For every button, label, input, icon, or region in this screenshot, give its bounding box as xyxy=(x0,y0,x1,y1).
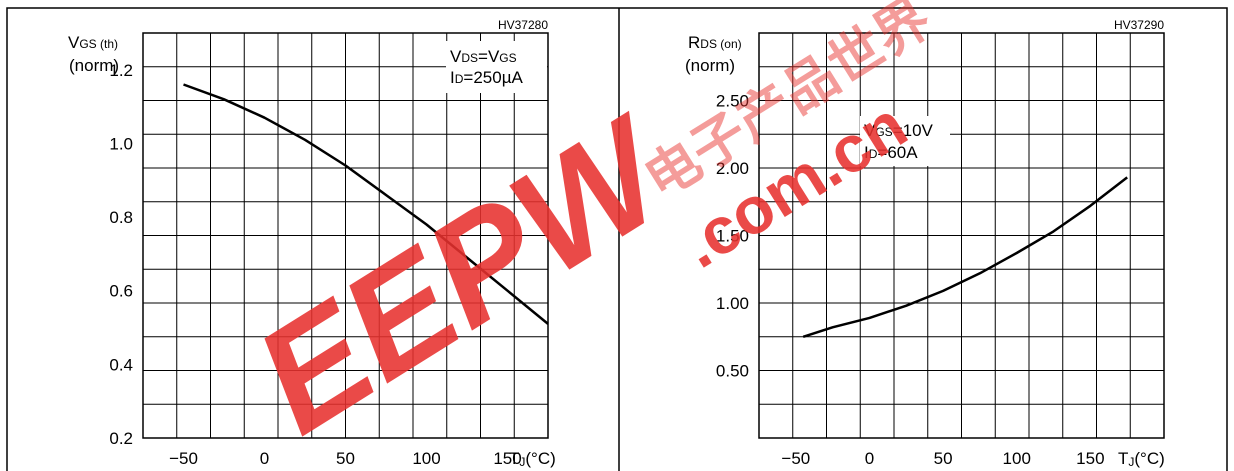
x-tick-label: −50 xyxy=(781,449,810,468)
x-label-unit: (°C) xyxy=(525,449,555,468)
y-label-main: R xyxy=(688,33,700,52)
y-tick-label: 0.2 xyxy=(109,429,133,448)
y-tick-label: 2.50 xyxy=(716,92,749,111)
x-tick-label: 100 xyxy=(412,449,440,468)
figure-code: HV37290 xyxy=(1114,18,1164,32)
y-axis-label: RDS (on) (norm) xyxy=(685,33,742,75)
svg-text:ID=60A: ID=60A xyxy=(864,143,918,162)
svg-text:VDS=VGS: VDS=VGS xyxy=(450,47,517,66)
x-label-main: T xyxy=(1118,449,1128,468)
grid xyxy=(759,33,1164,438)
y-tick-labels: 0.2 0.4 0.6 0.8 1.0 1.2 xyxy=(109,61,133,448)
x-tick-label: 50 xyxy=(336,449,355,468)
x-tick-label: 50 xyxy=(934,449,953,468)
watermark-brand: EEPW xyxy=(228,83,701,466)
series-line xyxy=(183,83,549,325)
x-tick-label: 0 xyxy=(260,449,269,468)
svg-text:ID=250µA: ID=250µA xyxy=(450,68,523,87)
y-tick-label: 0.4 xyxy=(109,355,133,374)
x-label-unit: (°C) xyxy=(1134,449,1164,468)
y-tick-label: 1.50 xyxy=(716,227,749,246)
grid xyxy=(143,33,548,438)
y-axis-label: VGS (th) (norm) xyxy=(68,33,119,75)
x-axis-label: TJ(°C) xyxy=(1118,449,1165,469)
x-tick-label: 150 xyxy=(493,449,521,468)
plot-frame xyxy=(142,32,549,439)
eepw-watermark: EEPW .com.cn 电子产品世界 xyxy=(228,0,941,465)
x-tick-label: −50 xyxy=(169,449,198,468)
svg-text:RDS (on): RDS (on) xyxy=(688,33,742,52)
x-tick-label: 150 xyxy=(1076,449,1104,468)
y-tick-labels: 0.50 1.00 1.50 2.00 2.50 xyxy=(716,92,749,381)
y-tick-label: 2.00 xyxy=(716,159,749,178)
series-line xyxy=(802,176,1128,338)
y-tick-label: 0.8 xyxy=(109,208,133,227)
test-conditions: VDS=VGS ID=250µA xyxy=(446,41,547,93)
vgs-th-chart: HV37280 0.20.40.60.81.01.2 −50 0 50 100 150 … xyxy=(68,18,556,469)
x-tick-labels: −50 0 50 100 150 xyxy=(781,449,1104,468)
figure-frame xyxy=(6,7,1228,471)
x-tick-labels: −50 0 50 100 150 xyxy=(169,449,522,468)
x-axis-label: TJ(°C) xyxy=(509,449,556,469)
x-label-sub: J xyxy=(519,455,525,469)
svg-text:TJ(°C): TJ(°C) xyxy=(1118,449,1165,469)
figure-code: HV37280 xyxy=(498,18,548,32)
y-tick-label: 0.50 xyxy=(716,362,749,381)
plot-frame xyxy=(758,32,1165,439)
y-label-unit: (norm) xyxy=(685,56,735,75)
y-tick-label: 1.0 xyxy=(109,134,133,153)
svg-text:VGS=10V: VGS=10V xyxy=(864,121,934,140)
svg-text:VGS (th): VGS (th) xyxy=(68,33,118,52)
svg-text:TJ(°C): TJ(°C) xyxy=(509,449,556,469)
x-label-main: T xyxy=(509,449,519,468)
y-tick-label: 1.2 xyxy=(109,61,133,80)
y-label-sub: GS (th) xyxy=(79,37,118,51)
y-label-unit: (norm) xyxy=(69,56,119,75)
y-tick-label: 0.6 xyxy=(109,282,133,301)
y-label-main: V xyxy=(68,33,80,52)
x-tick-label: 0 xyxy=(865,449,874,468)
y-tick-label: 1.00 xyxy=(716,294,749,313)
rds-on-chart: HV37290 0.50 1.00 1.50 2.00 2.50 −50 0 50 100 15… xyxy=(685,18,1165,469)
test-conditions: VGS=10V ID=60A xyxy=(860,116,950,166)
x-tick-label: 100 xyxy=(1003,449,1031,468)
data-curves xyxy=(802,176,1128,338)
y-label-sub: DS (on) xyxy=(700,37,741,51)
data-curves xyxy=(183,83,549,325)
x-label-sub: J xyxy=(1128,455,1134,469)
